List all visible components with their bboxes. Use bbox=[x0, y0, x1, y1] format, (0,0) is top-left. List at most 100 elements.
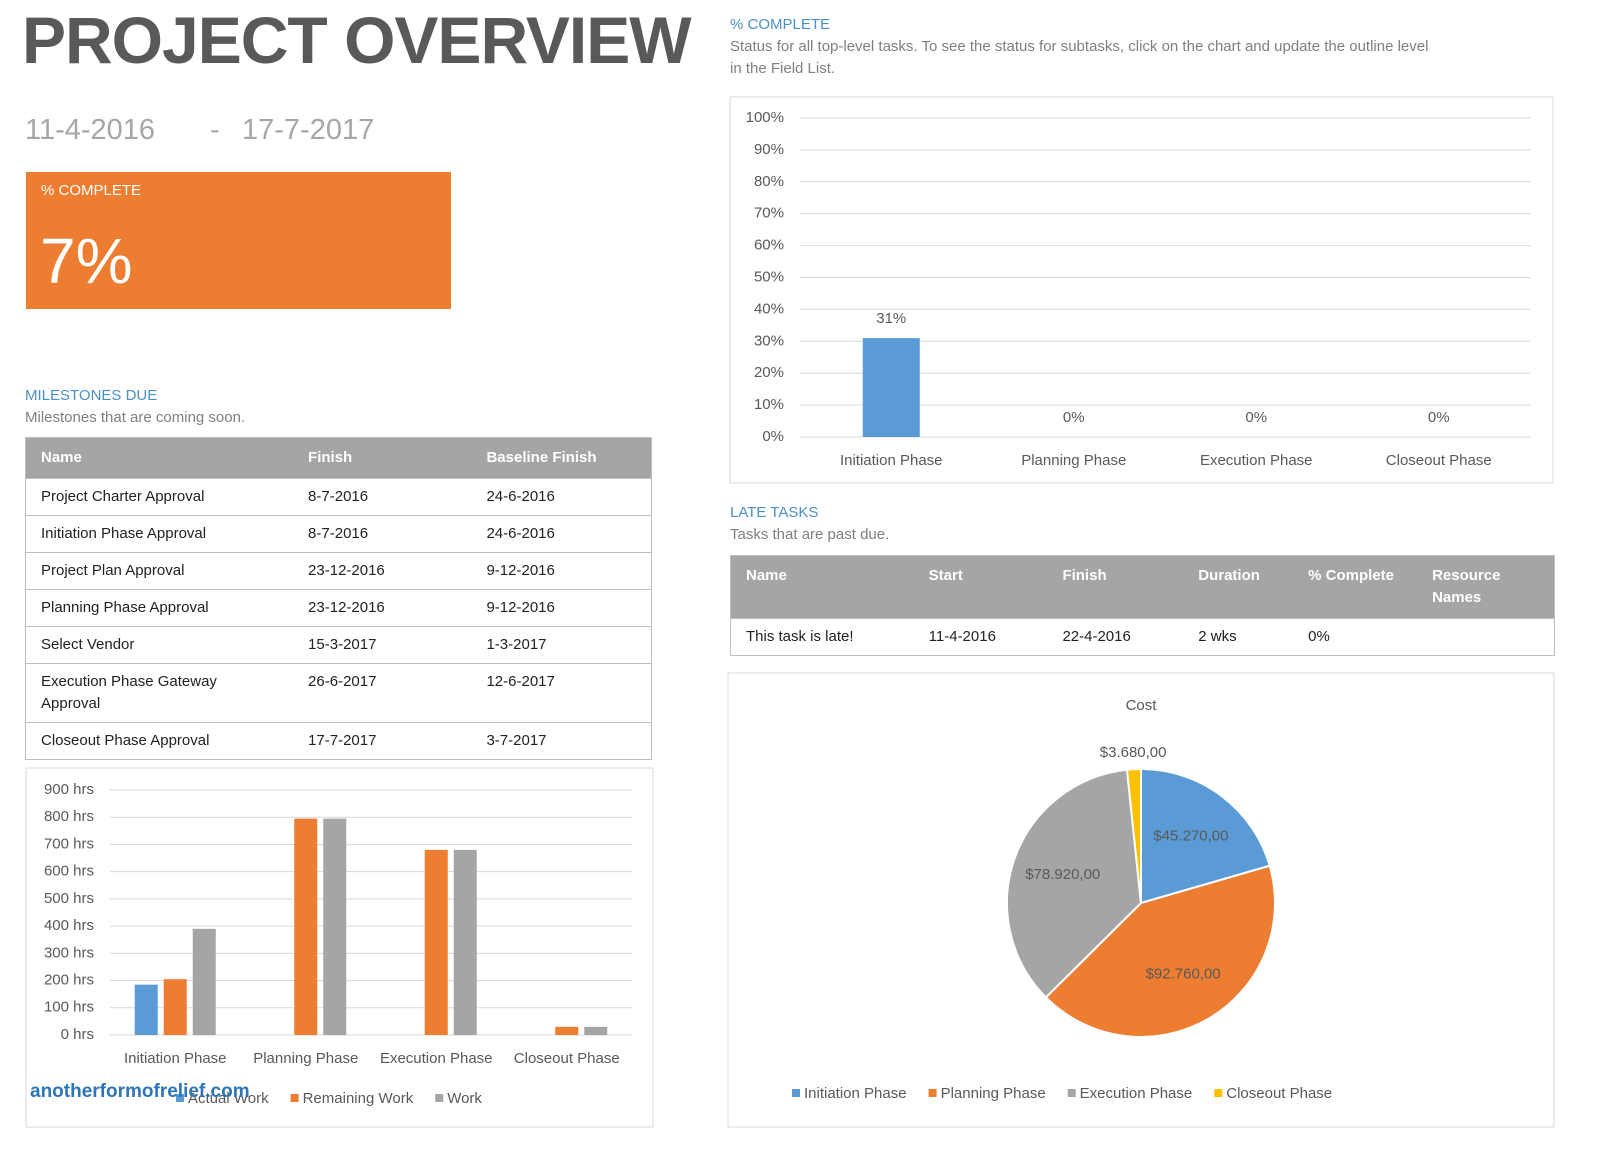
legend-swatch bbox=[1067, 1089, 1076, 1097]
legend-label: Planning Phase bbox=[941, 1085, 1046, 1102]
table-cell: This task is late! bbox=[730, 618, 914, 656]
legend-swatch bbox=[928, 1089, 937, 1097]
x-tick-label: Planning Phase bbox=[253, 1050, 358, 1067]
legend-swatch bbox=[435, 1094, 444, 1102]
bar bbox=[424, 849, 448, 1035]
y-tick-label: 600 hrs bbox=[44, 863, 94, 880]
legend-label: Initiation Phase bbox=[804, 1085, 907, 1102]
data-label: 0% bbox=[1245, 409, 1267, 426]
table-cell: 12-6-2017 bbox=[471, 663, 652, 723]
x-tick-label: Initiation Phase bbox=[124, 1050, 227, 1067]
y-tick-label: 10% bbox=[754, 396, 784, 413]
table-cell: 8-7-2016 bbox=[293, 515, 472, 553]
page-title: PROJECT OVERVIEW bbox=[22, 3, 692, 77]
bar bbox=[163, 979, 187, 1035]
pie-slice bbox=[1044, 864, 1276, 1038]
section-heading: LATE TASKS bbox=[730, 504, 819, 521]
y-tick-label: 700 hrs bbox=[44, 835, 94, 852]
table-cell: 2 wks bbox=[1183, 618, 1294, 656]
column-header: Duration bbox=[1183, 555, 1294, 619]
section-subtitle: Milestones that are coming soon. bbox=[25, 409, 246, 426]
table-cell: 17-7-2017 bbox=[293, 722, 472, 760]
table-cell: 9-12-2016 bbox=[471, 589, 652, 627]
table-cell: Closeout Phase Approval bbox=[25, 722, 294, 760]
pie-slice bbox=[1140, 767, 1271, 905]
y-tick-label: 400 hrs bbox=[44, 917, 94, 934]
table-cell: 0% bbox=[1293, 618, 1418, 656]
column-header: Finish bbox=[1047, 555, 1184, 619]
y-tick-label: 90% bbox=[754, 141, 784, 158]
pie-slice bbox=[1006, 768, 1143, 999]
bar bbox=[555, 1026, 579, 1035]
column-header: Finish bbox=[293, 437, 472, 479]
date-separator: - bbox=[210, 114, 220, 146]
table-cell: 26-6-2017 bbox=[293, 663, 472, 723]
column-header: Resource Names bbox=[1417, 555, 1555, 619]
table-row: Project Plan Approval 23-12-2016 9-12-2016 bbox=[25, 552, 652, 590]
y-tick-label: 20% bbox=[754, 364, 784, 381]
data-label: 0% bbox=[1428, 409, 1450, 426]
milestones-table: Name Finish Baseline Finish Project Charter… bbox=[25, 437, 652, 760]
y-tick-label: 50% bbox=[754, 268, 784, 285]
table-cell: 24-6-2016 bbox=[471, 515, 652, 553]
chart-title: Cost bbox=[1126, 697, 1158, 714]
section-subtitle: Status for all top-level tasks. To see t… bbox=[730, 38, 1429, 77]
y-tick-label: 900 hrs bbox=[44, 781, 94, 798]
table-row: Select Vendor 15-3-2017 1-3-2017 bbox=[25, 626, 652, 664]
table-row: Closeout Phase Approval 17-7-2017 3-7-2017 bbox=[25, 722, 652, 760]
y-tick-label: 200 hrs bbox=[44, 972, 94, 989]
legend-swatch bbox=[176, 1094, 184, 1102]
legend-swatch bbox=[792, 1089, 800, 1097]
table-row: This task is late! 11-4-2016 22-4-2016 2 wk… bbox=[730, 618, 1555, 656]
table-cell: Initiation Phase Approval bbox=[25, 515, 294, 553]
bar bbox=[323, 818, 347, 1035]
table-cell: Execution Phase Gateway Approval bbox=[25, 663, 294, 723]
y-tick-label: 300 hrs bbox=[44, 944, 94, 961]
table-cell: 15-3-2017 bbox=[293, 626, 472, 664]
bar bbox=[294, 818, 318, 1035]
y-tick-label: 100% bbox=[746, 109, 784, 126]
x-tick-label: Execution Phase bbox=[1200, 452, 1313, 469]
y-tick-label: 0 hrs bbox=[61, 1026, 94, 1043]
bar bbox=[134, 984, 158, 1035]
table-cell: 9-12-2016 bbox=[471, 552, 652, 590]
header-row: Name Finish Baseline Finish bbox=[25, 437, 652, 479]
table-cell: Select Vendor bbox=[25, 626, 294, 664]
table-cell: 1-3-2017 bbox=[471, 626, 652, 664]
header-row: Name Start Finish Duration% Complete Resourc… bbox=[730, 555, 1555, 619]
late-tasks-table: Name Start Finish Duration% Complete Resourc… bbox=[730, 555, 1555, 656]
table-cell: 24-6-2016 bbox=[471, 478, 652, 516]
table-cell: 22-4-2016 bbox=[1047, 618, 1184, 656]
y-tick-label: 500 hrs bbox=[44, 890, 94, 907]
y-tick-label: 0% bbox=[762, 428, 784, 445]
y-tick-label: 30% bbox=[754, 332, 784, 349]
chart-frame bbox=[729, 96, 1554, 484]
x-tick-label: Closeout Phase bbox=[1386, 452, 1492, 469]
y-tick-label: 60% bbox=[754, 237, 784, 254]
column-header: Baseline Finish bbox=[471, 437, 652, 479]
table-cell bbox=[1417, 618, 1555, 656]
column-header: % Complete bbox=[1293, 555, 1418, 619]
y-tick-label: 800 hrs bbox=[44, 808, 94, 825]
legend-label: Execution Phase bbox=[1080, 1085, 1193, 1102]
table-cell: 23-12-2016 bbox=[293, 589, 472, 627]
start-date: 11-4-2016 bbox=[25, 114, 156, 146]
y-tick-label: 100 hrs bbox=[44, 999, 94, 1016]
data-label: 0% bbox=[1063, 409, 1085, 426]
y-tick-label: 40% bbox=[754, 300, 784, 317]
legend-label: Actual Work bbox=[188, 1090, 269, 1107]
data-label: $3.680,00 bbox=[1100, 744, 1167, 761]
x-tick-label: Closeout Phase bbox=[514, 1050, 620, 1067]
column-header: Name bbox=[25, 437, 294, 479]
table-row: Execution Phase Gateway Approval 26-6-201… bbox=[25, 663, 652, 723]
data-label: $78.920,00 bbox=[1025, 866, 1100, 883]
section-heading: % COMPLETE bbox=[730, 16, 831, 33]
table-cell: Planning Phase Approval bbox=[25, 589, 294, 627]
legend-label: Work bbox=[447, 1090, 482, 1107]
chart-frame bbox=[25, 767, 654, 1128]
complete-card: % COMPLETE 7% bbox=[26, 172, 451, 309]
x-tick-label: Initiation Phase bbox=[840, 452, 943, 469]
table-cell: 23-12-2016 bbox=[293, 552, 472, 590]
card-value: 7% bbox=[40, 225, 133, 297]
